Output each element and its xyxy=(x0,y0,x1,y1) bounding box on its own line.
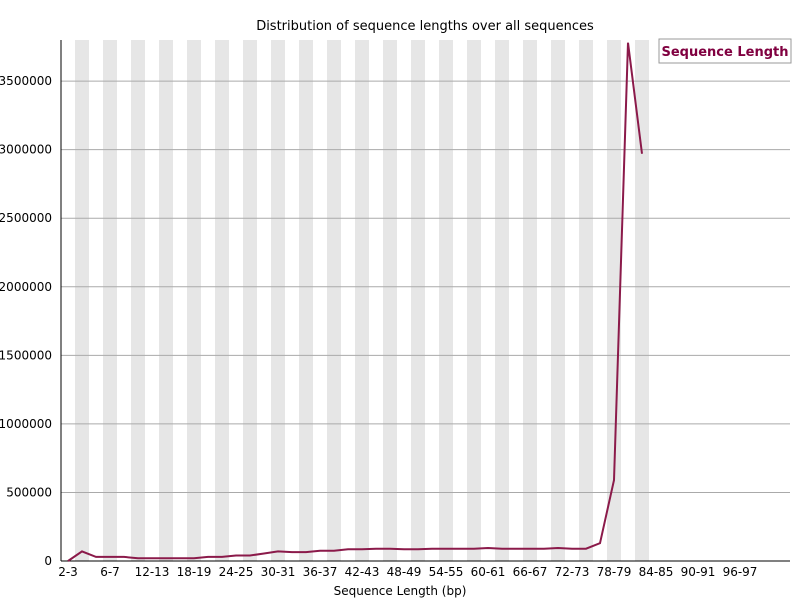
x-tick-label: 18-19 xyxy=(177,565,212,579)
series-line-sequence-length xyxy=(67,42,643,562)
background-stripe xyxy=(439,40,453,561)
x-tick-label: 72-73 xyxy=(555,565,590,579)
background-stripe xyxy=(299,40,313,561)
background-stripe xyxy=(271,40,285,561)
background-stripe xyxy=(159,40,173,561)
x-tick-label: 96-97 xyxy=(723,565,758,579)
legend: Sequence Length xyxy=(658,38,792,64)
y-tick-labels: 0 500000 1000000 1500000 2000000 2500000 30000… xyxy=(0,74,52,568)
background-stripes xyxy=(75,40,649,561)
x-tick-label: 42-43 xyxy=(345,565,380,579)
background-stripe xyxy=(467,40,481,561)
background-stripe xyxy=(75,40,89,561)
x-tick-label: 12-13 xyxy=(135,565,170,579)
y-tick-label: 1000000 xyxy=(0,417,52,431)
y-tick-label: 3500000 xyxy=(0,74,52,88)
background-stripe xyxy=(355,40,369,561)
x-tick-labels: 2-3 6-7 12-13 18-19 24-25 30-31 36-37 42-43 48-4… xyxy=(58,565,757,579)
background-stripe xyxy=(579,40,593,561)
background-stripe xyxy=(131,40,145,561)
x-tick-label: 60-61 xyxy=(471,565,506,579)
background-stripe xyxy=(607,40,621,561)
background-stripe xyxy=(551,40,565,561)
y-tick-label: 2000000 xyxy=(0,280,52,294)
x-tick-label: 30-31 xyxy=(261,565,296,579)
chart-title: Distribution of sequence lengths over al… xyxy=(256,19,594,34)
x-tick-label: 6-7 xyxy=(100,565,120,579)
x-tick-label: 90-91 xyxy=(681,565,716,579)
background-stripe xyxy=(411,40,425,561)
legend-box xyxy=(658,38,792,64)
x-tick-label: 36-37 xyxy=(303,565,338,579)
background-stripe xyxy=(327,40,341,561)
y-tick-label: 500000 xyxy=(6,485,52,499)
y-tick-label: 2500000 xyxy=(0,211,52,225)
x-tick-label: 84-85 xyxy=(639,565,674,579)
x-tick-label: 24-25 xyxy=(219,565,254,579)
background-stripe xyxy=(187,40,201,561)
y-gridlines xyxy=(61,80,790,493)
x-tick-label: 48-49 xyxy=(387,565,422,579)
x-tick-label: 54-55 xyxy=(429,565,464,579)
background-stripe xyxy=(243,40,257,561)
y-tick-label: 3000000 xyxy=(0,143,52,157)
x-tick-label: 66-67 xyxy=(513,565,548,579)
background-stripe xyxy=(523,40,537,561)
background-stripe xyxy=(635,40,649,561)
background-stripe xyxy=(495,40,509,561)
x-axis-label: Sequence Length (bp) xyxy=(334,584,467,598)
legend-entry-sequence-length: Sequence Length xyxy=(662,45,789,60)
background-stripe xyxy=(103,40,117,561)
background-stripe xyxy=(383,40,397,561)
y-tick-label: 0 xyxy=(44,554,52,568)
background-stripe xyxy=(215,40,229,561)
x-tick-label: 2-3 xyxy=(58,565,78,579)
y-tick-label: 1500000 xyxy=(0,348,52,362)
x-tick-label: 78-79 xyxy=(597,565,632,579)
